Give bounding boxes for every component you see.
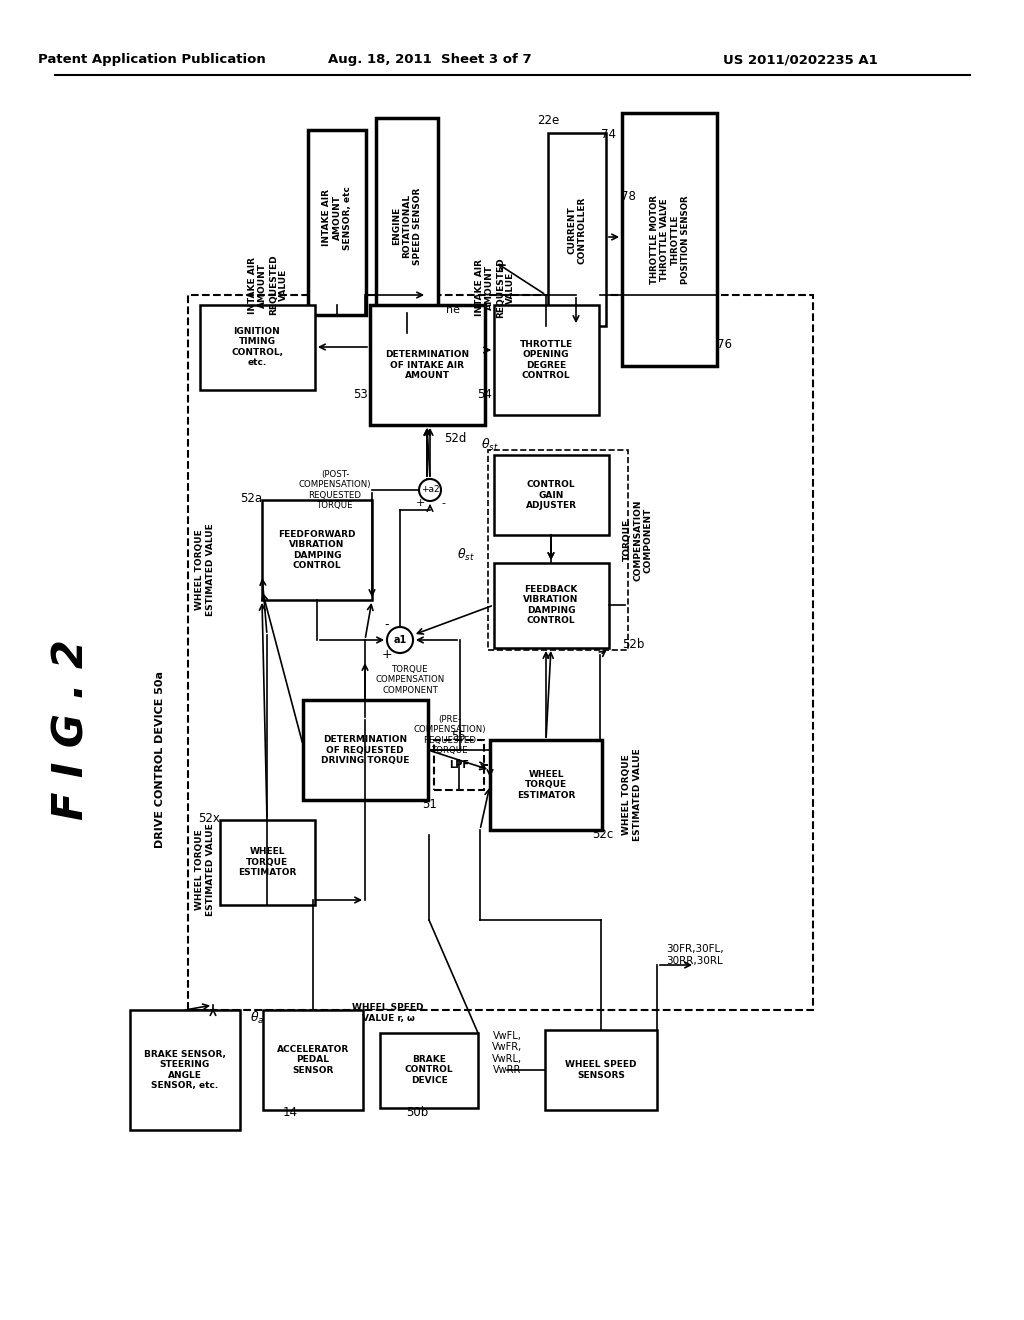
Text: BRAKE
CONTROL
DEVICE: BRAKE CONTROL DEVICE [404, 1055, 454, 1085]
Bar [200, 305, 315, 389]
Bar [545, 1030, 657, 1110]
Bar [376, 117, 438, 333]
Text: (PRE-
COMPENSATION)
REQUESTED
TORQUE: (PRE- COMPENSATION) REQUESTED TORQUE [414, 715, 486, 755]
Text: Patent Application Publication: Patent Application Publication [38, 54, 266, 66]
Text: TORQUE
COMPENSATION
COMPONENT: TORQUE COMPENSATION COMPONENT [376, 665, 444, 694]
Text: IGNITION
TIMING
CONTROL,
etc.: IGNITION TIMING CONTROL, etc. [231, 327, 283, 367]
Text: THROTTLE
OPENING
DEGREE
CONTROL: THROTTLE OPENING DEGREE CONTROL [519, 339, 572, 380]
Text: INTAKE AIR
AMOUNT
REQUESTED
VALUE: INTAKE AIR AMOUNT REQUESTED VALUE [248, 255, 288, 315]
Bar [380, 1034, 478, 1107]
Bar [263, 1010, 362, 1110]
Text: THROTTLE MOTOR
THROTTLE VALVE
THROTTLE
POSITION SENSOR: THROTTLE MOTOR THROTTLE VALVE THROTTLE P… [650, 195, 690, 285]
Text: WHEEL
TORQUE
ESTIMATOR: WHEEL TORQUE ESTIMATOR [238, 847, 296, 876]
Text: FEEDFORWARD
VIBRATION
DAMPING
CONTROL: FEEDFORWARD VIBRATION DAMPING CONTROL [279, 529, 355, 570]
Text: 52b: 52b [622, 639, 644, 652]
Bar [622, 114, 717, 366]
Text: INTAKE AIR
AMOUNT
SENSOR, etc: INTAKE AIR AMOUNT SENSOR, etc [323, 186, 352, 249]
Bar [303, 700, 428, 800]
Text: 22e: 22e [537, 114, 559, 127]
Bar [188, 294, 813, 1010]
Text: WHEEL TORQUE
ESTIMATED VALUE: WHEEL TORQUE ESTIMATED VALUE [196, 524, 215, 616]
Text: 76: 76 [717, 338, 731, 351]
Text: 30FR,30FL,
30RR,30RL: 30FR,30FL, 30RR,30RL [667, 944, 724, 966]
Text: VwFL,
VwFR,
VwRL,
VwRR: VwFL, VwFR, VwRL, VwRR [492, 1031, 522, 1076]
Text: CONTROL
GAIN
ADJUSTER: CONTROL GAIN ADJUSTER [525, 480, 577, 510]
Text: WHEEL
TORQUE
ESTIMATOR: WHEEL TORQUE ESTIMATOR [517, 770, 575, 800]
Bar [262, 500, 372, 601]
Text: -: - [441, 498, 445, 508]
Text: 74: 74 [601, 128, 616, 141]
Text: FEEDBACK
VIBRATION
DAMPING
CONTROL: FEEDBACK VIBRATION DAMPING CONTROL [523, 585, 579, 626]
Text: WHEEL TORQUE
ESTIMATED VALUE: WHEEL TORQUE ESTIMATED VALUE [196, 824, 215, 916]
Bar [130, 1010, 240, 1130]
Text: DETERMINATION
OF REQUESTED
DRIVING TORQUE: DETERMINATION OF REQUESTED DRIVING TORQU… [321, 735, 410, 764]
Bar [490, 741, 602, 830]
Bar [494, 305, 599, 414]
Text: -: - [385, 619, 389, 631]
Text: 52a: 52a [240, 491, 262, 504]
Bar [494, 455, 609, 535]
Text: $\theta_a$: $\theta_a$ [250, 1010, 264, 1026]
Text: ACCELERATOR
PEDAL
SENSOR: ACCELERATOR PEDAL SENSOR [276, 1045, 349, 1074]
Text: US 2011/0202235 A1: US 2011/0202235 A1 [723, 54, 878, 66]
Text: 52x: 52x [198, 812, 220, 825]
Text: $\theta_{st}$: $\theta_{st}$ [457, 546, 475, 564]
Text: 52c: 52c [592, 829, 613, 842]
Text: 50b: 50b [406, 1106, 428, 1118]
Text: 78: 78 [621, 190, 636, 203]
Text: 51: 51 [423, 799, 437, 812]
Text: ENGINE
ROTATIONAL
SPEED SENSOR: ENGINE ROTATIONAL SPEED SENSOR [392, 187, 422, 265]
Bar [220, 820, 315, 906]
Circle shape [387, 627, 413, 653]
Bar [308, 129, 366, 315]
Text: +: + [416, 498, 425, 508]
Text: $\theta_{st}$: $\theta_{st}$ [481, 437, 499, 453]
Text: (POST-
COMPENSATION)
REQUESTED
TORQUE: (POST- COMPENSATION) REQUESTED TORQUE [299, 470, 372, 510]
Bar [370, 305, 485, 425]
Text: WHEEL SPEED
VALUE r, ω: WHEEL SPEED VALUE r, ω [352, 1003, 424, 1023]
Text: LPF: LPF [449, 760, 469, 770]
Text: 54: 54 [477, 388, 493, 401]
Text: WHEEL TORQUE
ESTIMATED VALUE: WHEEL TORQUE ESTIMATED VALUE [623, 748, 642, 841]
Text: 55: 55 [452, 730, 466, 743]
Text: 53: 53 [352, 388, 368, 401]
Text: 14: 14 [283, 1106, 298, 1119]
Text: CURRENT
CONTROLLER: CURRENT CONTROLLER [567, 197, 587, 264]
Text: TORQUE
COMPENSATION
COMPONENT: TORQUE COMPENSATION COMPONENT [623, 499, 653, 581]
Text: DRIVE CONTROL DEVICE 50a: DRIVE CONTROL DEVICE 50a [155, 672, 165, 849]
Text: 52d: 52d [443, 432, 466, 445]
Text: a1: a1 [393, 635, 407, 645]
Text: WHEEL SPEED
SENSORS: WHEEL SPEED SENSORS [565, 1060, 637, 1080]
Text: BRAKE SENSOR,
STEERING
ANGLE
SENSOR, etc.: BRAKE SENSOR, STEERING ANGLE SENSOR, etc… [144, 1049, 226, 1090]
Text: F I G . 2: F I G . 2 [51, 640, 93, 821]
Bar [488, 450, 628, 649]
Text: INTAKE AIR
AMOUNT
REQUESTED
VALUE: INTAKE AIR AMOUNT REQUESTED VALUE [475, 257, 515, 318]
Bar [494, 564, 609, 648]
Bar [434, 741, 484, 789]
Text: ne: ne [446, 305, 460, 315]
Text: Aug. 18, 2011  Sheet 3 of 7: Aug. 18, 2011 Sheet 3 of 7 [328, 54, 531, 66]
Bar [548, 133, 606, 326]
Circle shape [419, 479, 441, 502]
Text: +a2: +a2 [421, 486, 439, 495]
Text: +: + [382, 648, 392, 661]
Text: DETERMINATION
OF INTAKE AIR
AMOUNT: DETERMINATION OF INTAKE AIR AMOUNT [385, 350, 469, 380]
